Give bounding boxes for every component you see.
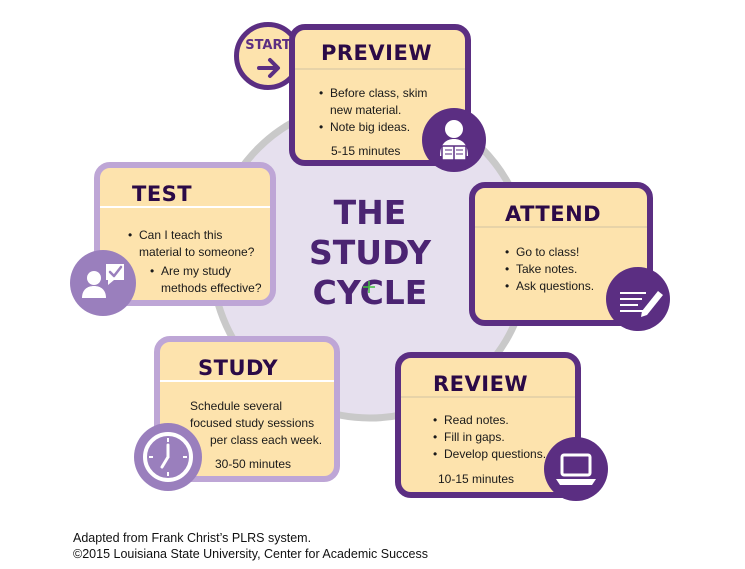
- bullet-item: Develop questions.: [433, 446, 563, 463]
- stage-duration: 10-15 minutes: [438, 472, 515, 486]
- bullet-item: Fill in gaps.: [433, 429, 563, 446]
- card-header: [295, 30, 465, 70]
- reading-person-icon: [440, 120, 468, 161]
- card-header: [160, 342, 334, 382]
- study-icon-circle: [134, 423, 202, 491]
- card-header: [100, 168, 270, 208]
- start-label: START: [245, 38, 291, 53]
- stage-title: ATTEND: [505, 202, 602, 226]
- footer-line1: Adapted from Frank Christ’s PLRS system.: [73, 531, 312, 545]
- person-checkmark-icon: [82, 264, 124, 298]
- bullet-item: Before class, skim new material.: [319, 85, 439, 119]
- bullet-item: Read notes.: [433, 412, 563, 429]
- stage-duration: 5-15 minutes: [331, 144, 401, 158]
- stage-card-preview: PREVIEW Before class, skim new material.…: [289, 24, 471, 166]
- text-line: Schedule several: [190, 399, 283, 413]
- stage-text: Schedule several focused study sessions …: [190, 398, 340, 449]
- bullet-item: Take notes.: [505, 261, 625, 278]
- center-title: THE STUDY CYCLE: [290, 193, 450, 313]
- stage-bullets: • Can I teach this material to someone? …: [128, 227, 278, 297]
- bullet-item: • Can I teach this material to someone?: [128, 228, 255, 259]
- center-title-line1: THE: [333, 193, 407, 232]
- center-title-line2: STUDY: [309, 233, 431, 272]
- crosshair-marker: [363, 281, 375, 293]
- stage-bullets: Before class, skim new material. Note bi…: [319, 85, 439, 136]
- bullet-item: • Are my study methods effective?: [150, 264, 262, 295]
- test-icon-circle: [70, 250, 136, 316]
- stage-bullets: Read notes. Fill in gaps. Develop questi…: [433, 412, 563, 463]
- preview-icon-circle: [422, 108, 486, 172]
- bullet-item: Note big ideas.: [319, 119, 439, 136]
- review-icon-circle: [544, 437, 608, 501]
- bullet-item: Go to class!: [505, 244, 625, 261]
- stage-duration: 30-50 minutes: [215, 457, 292, 471]
- text-line: per class each week.: [210, 433, 323, 447]
- center-title-line3: CYCLE: [312, 273, 428, 312]
- laptop-icon: [556, 453, 596, 485]
- bullet-item: Ask questions.: [505, 278, 625, 295]
- stage-bullets: Go to class! Take notes. Ask questions.: [505, 244, 625, 295]
- attend-icon-circle: [606, 267, 670, 331]
- card-header: [401, 358, 575, 398]
- notepad-pencil-icon: [620, 291, 663, 317]
- stage-title: PREVIEW: [321, 41, 432, 65]
- footer-line2: ©2015 Louisiana State University, Center…: [73, 547, 428, 561]
- stage-title: TEST: [132, 182, 193, 206]
- card-header: [475, 188, 647, 228]
- stage-title: REVIEW: [433, 372, 529, 396]
- stage-card-attend: ATTEND Go to class! Take notes. Ask ques…: [469, 182, 653, 326]
- arrow-right-icon: [257, 58, 280, 78]
- text-line: focused study sessions: [190, 416, 315, 430]
- clock-icon: [143, 432, 193, 482]
- stage-title: STUDY: [198, 356, 279, 380]
